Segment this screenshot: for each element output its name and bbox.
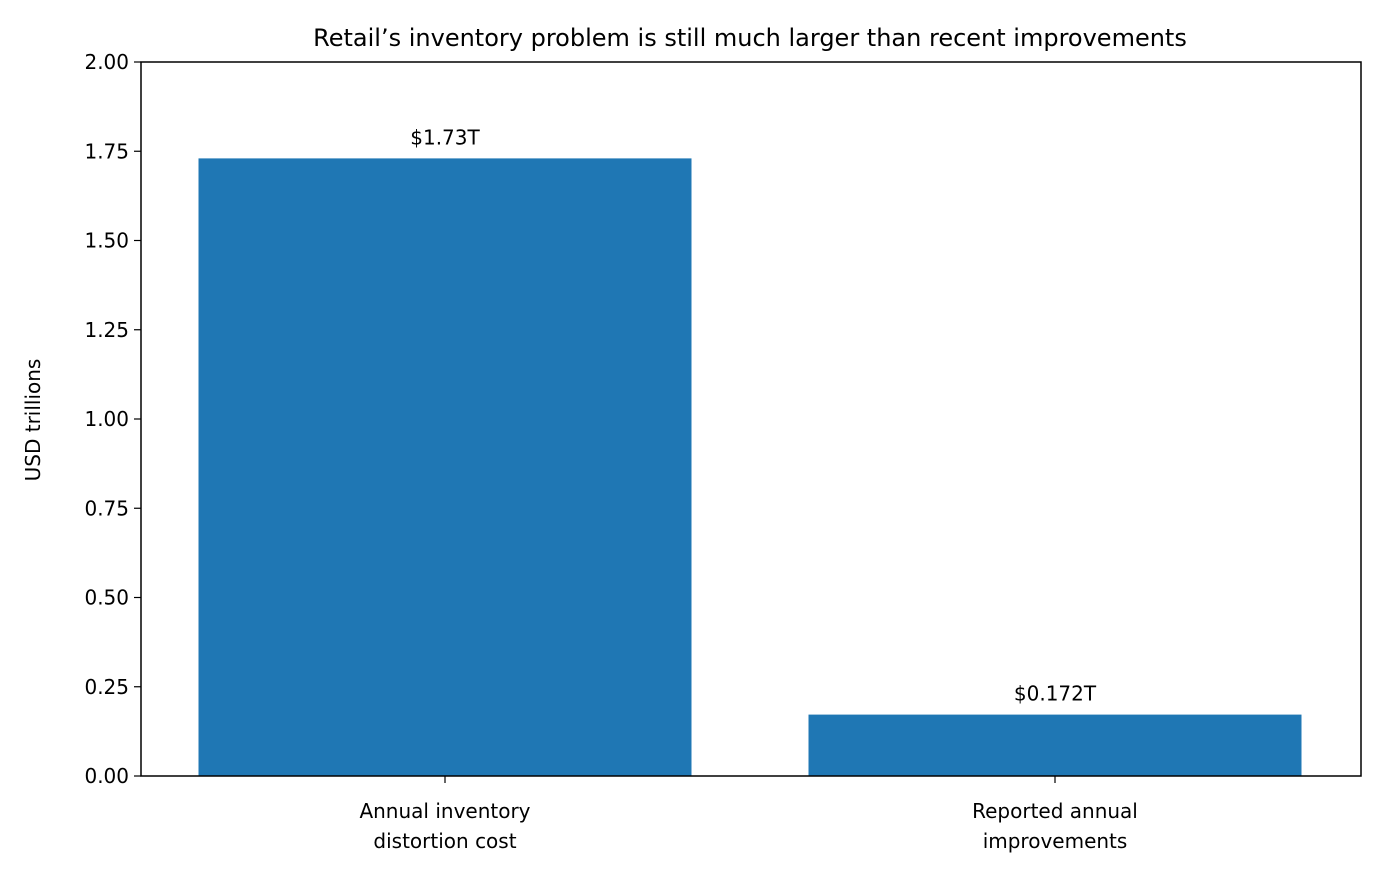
data-label: $0.172T [1014, 682, 1097, 706]
plot-frame [140, 61, 1362, 777]
data-label: $1.73T [410, 125, 480, 149]
bar [198, 158, 692, 776]
y-tick-label: 0.00 [84, 764, 129, 788]
x-tick-label: Annual inventory [359, 799, 530, 823]
y-tick-label: 0.50 [84, 586, 129, 610]
x-tick-label: improvements [983, 829, 1128, 853]
y-axis-label: USD trillions [21, 359, 45, 482]
y-tick-label: 2.00 [84, 50, 129, 74]
y-tick-label: 1.75 [84, 139, 129, 163]
y-tick-label: 1.00 [84, 407, 129, 431]
x-tick-label: Reported annual [972, 799, 1138, 823]
plot-area: $1.73T Annual inventory distortion cost $0.… [84, 50, 1362, 853]
chart-title: Retail’s inventory problem is still much… [313, 24, 1187, 52]
y-tick-label: 0.25 [84, 675, 129, 699]
y-tick-label: 1.50 [84, 229, 129, 253]
x-tick-label: distortion cost [373, 829, 516, 853]
y-tick-label: 1.25 [84, 318, 129, 342]
y-tick-label: 0.75 [84, 496, 129, 520]
bar [808, 714, 1302, 776]
